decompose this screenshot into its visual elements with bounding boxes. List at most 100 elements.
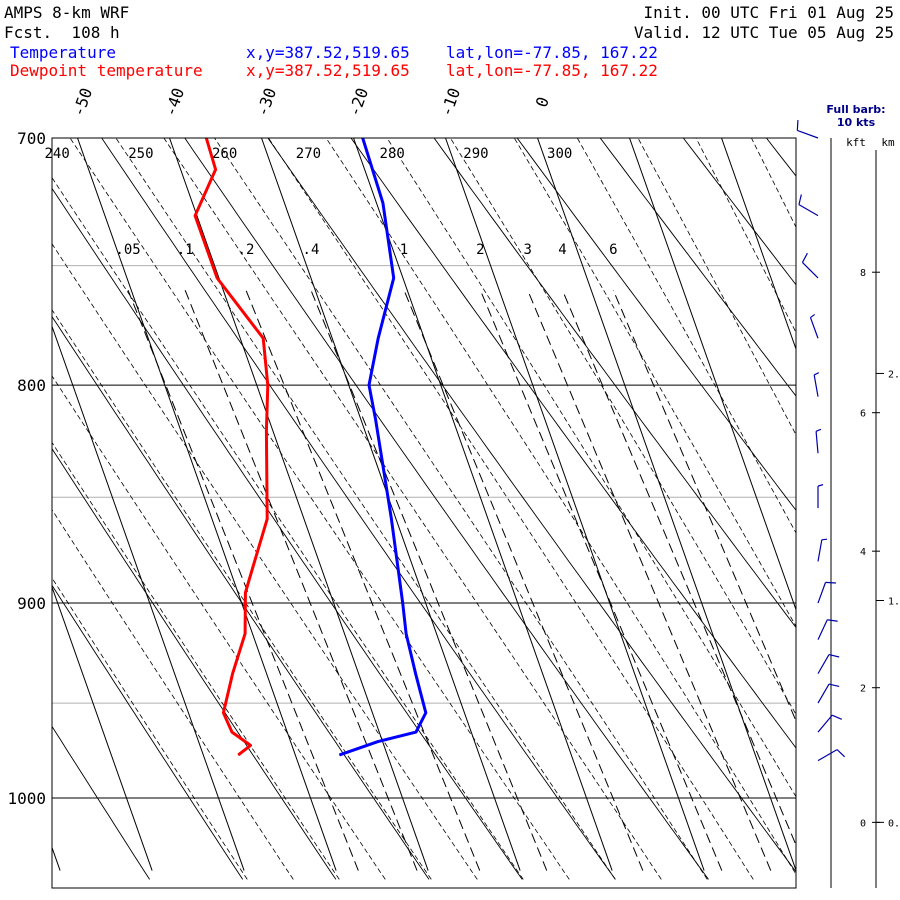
temperature-point (425, 712, 427, 714)
dry-adiabat-line (52, 315, 430, 880)
dry-adiabat-line (52, 725, 150, 880)
pressure-tick-label: 900 (17, 594, 46, 613)
dry-adiabat-line (52, 584, 244, 880)
temperature-point (393, 277, 395, 279)
wind-barb (801, 252, 819, 279)
mixing-ratio-line (127, 289, 359, 871)
kft-tick-label: 4 (860, 547, 866, 558)
wind-barb (798, 194, 819, 217)
barb-half (821, 538, 828, 541)
barb-staff (817, 749, 838, 762)
temperature-point (390, 518, 392, 520)
mixing-ratio-label: 1 (400, 242, 408, 258)
pressure-tick-label: 800 (17, 376, 46, 395)
isotherm-line (52, 324, 245, 871)
barb-staff (802, 261, 819, 279)
mixing-ratio-line (561, 289, 796, 847)
wind-barb (817, 581, 836, 604)
wind-barb (809, 313, 819, 339)
temperature-tick-label: -30 (252, 85, 280, 119)
mixing-ratio-label: .4 (303, 242, 320, 258)
wind-barb (817, 683, 840, 704)
dry-adiabat-line (682, 138, 796, 286)
wind-barb (817, 653, 840, 674)
wind-barb (817, 749, 846, 762)
barb-half (815, 428, 822, 432)
barb-staff (817, 714, 833, 733)
mixing-ratio-label: 3 (523, 242, 531, 258)
barb-full (801, 252, 808, 263)
wind-barb-column (796, 120, 846, 888)
barb-half (813, 372, 820, 376)
temperature-point (377, 741, 379, 743)
wind-barb (817, 484, 824, 509)
barb-staff (817, 619, 828, 640)
barb-staff (815, 431, 819, 454)
wind-barb (817, 619, 838, 640)
moist-adiabat-line (52, 176, 524, 880)
barb-full (828, 653, 840, 658)
barb-half (810, 313, 816, 319)
barb-full (827, 619, 838, 622)
moist-adiabat-line (52, 577, 248, 880)
dewpoint-point (215, 168, 217, 170)
wind-barb (815, 428, 822, 454)
dry-adiabat-label: 270 (296, 146, 321, 162)
forecast-hour: Fcst. 108 h (4, 23, 120, 42)
isotherm-line (720, 138, 796, 351)
barb-staff (817, 654, 830, 674)
dry-adiabat-label: 250 (128, 146, 153, 162)
temperature-tick-label: 0 (532, 94, 553, 110)
km-tick-label: 1. (888, 596, 900, 607)
pressure-tick-label: 700 (17, 129, 46, 148)
model-title: AMPS 8-km WRF (4, 3, 130, 22)
dewpoint-trace (193, 138, 270, 757)
temperature-point (402, 602, 404, 604)
isotherm-line (76, 138, 337, 871)
isotherm-line (628, 138, 796, 612)
temperature-legend-label: Temperature (10, 43, 116, 62)
dry-adiabat-line (765, 138, 796, 177)
valid-time: Valid. 12 UTC Tue 05 Aug 25 (633, 23, 894, 42)
dewpoint-point (267, 384, 269, 386)
temperature-point (377, 337, 379, 339)
dewpoint-point (231, 731, 233, 733)
dewpoint-point (252, 565, 254, 567)
barb-full (836, 749, 846, 758)
barb-staff (817, 582, 827, 604)
dewpoint-legend-latlon: lat,lon=-77.85, 167.22 (446, 61, 658, 80)
moist-adiabat-line (52, 243, 478, 880)
mixing-ratio-line (479, 289, 723, 871)
wind-barb (813, 372, 820, 397)
dry-adiabat-label: 240 (44, 146, 69, 162)
mixing-ratio-line (612, 289, 796, 723)
dewpoint-point (265, 430, 267, 432)
temperature-trace (339, 138, 428, 757)
dewpoint-point (262, 337, 264, 339)
mixing-ratio-line (184, 289, 418, 871)
moist-adiabat-line (325, 138, 796, 875)
temperature-tick-label: -10 (436, 85, 464, 119)
mixing-ratio-line (245, 289, 481, 871)
dry-adiabat-line (52, 447, 337, 880)
background-grid (52, 138, 796, 880)
dewpoint-point (266, 518, 268, 520)
temperature-tick-label: -50 (68, 85, 96, 119)
dewpoint-legend-label: Dewpoint temperature (10, 61, 203, 80)
mixing-ratio-line (310, 289, 548, 871)
dry-adiabat-label: 300 (547, 146, 572, 162)
barb-staff (797, 129, 819, 139)
barb-full (828, 683, 840, 688)
moist-adiabat-line (52, 375, 386, 880)
moist-adiabat-line (695, 138, 796, 334)
moist-adiabat-line (449, 138, 796, 716)
barb-note-line2: 10 kts (837, 116, 876, 129)
km-tick-label: 2. (888, 369, 900, 380)
moist-adiabat-line (513, 138, 796, 628)
moist-adiabat-line (637, 138, 796, 436)
dewpoint-point (244, 633, 246, 635)
isotherm-line (168, 138, 429, 871)
pressure-tick-label: 1000 (7, 789, 46, 808)
temperature-point (382, 202, 384, 204)
